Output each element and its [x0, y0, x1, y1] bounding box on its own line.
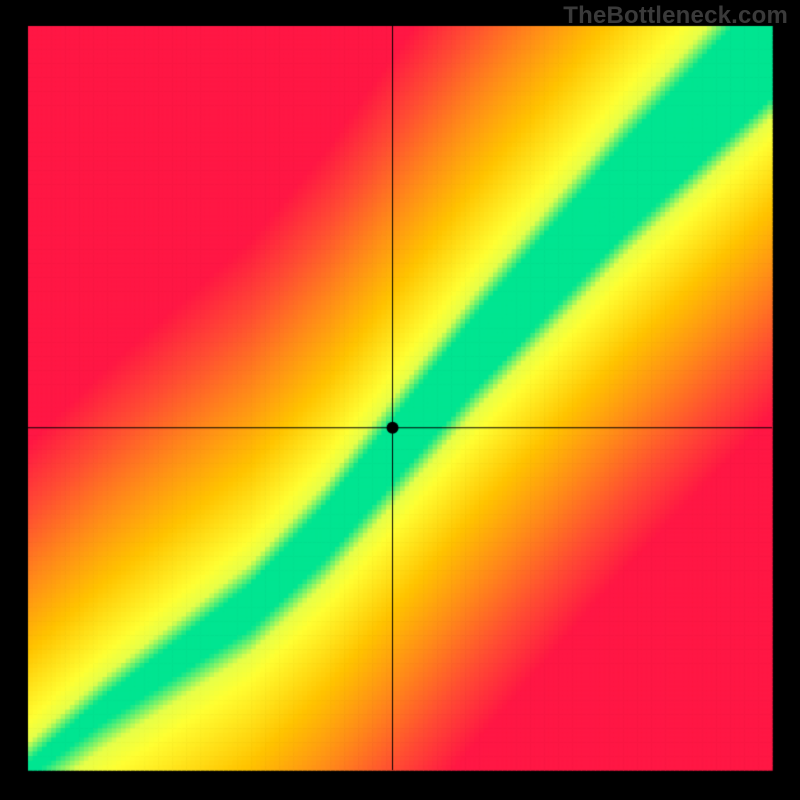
watermark-label: TheBottleneck.com	[563, 2, 788, 30]
bottleneck-heatmap-canvas	[0, 0, 800, 800]
